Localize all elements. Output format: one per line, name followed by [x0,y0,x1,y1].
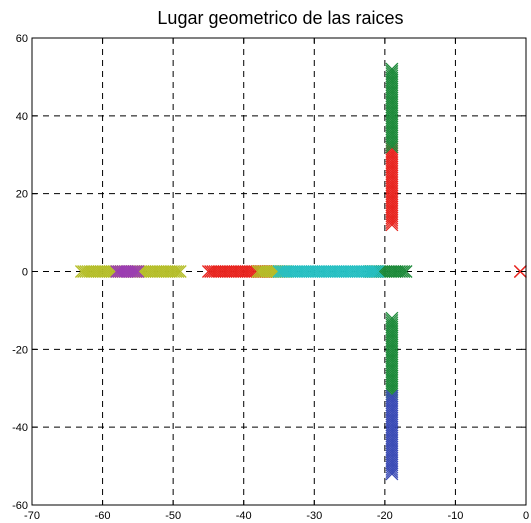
marker-stroke [385,396,399,410]
x-tick-label: -30 [306,510,322,522]
locus-point [125,265,138,278]
y-tick-label: 0 [22,267,28,279]
marker-stroke [129,265,143,278]
y-tick-label: -20 [12,344,28,356]
marker-stroke [385,391,399,405]
x-tick-label: -40 [236,510,252,522]
locus-point [385,396,399,410]
marker-stroke [385,311,399,325]
marker-stroke [169,265,183,278]
y-tick-label: -40 [12,422,28,434]
locus-point [399,265,413,278]
x-tick-label: -10 [447,510,463,522]
marker-stroke [385,316,399,330]
x-tick-label: 0 [523,510,529,522]
y-tick-label: 20 [16,189,28,201]
series-layer [74,62,527,481]
marker-stroke [364,265,378,278]
locus-point [385,316,399,330]
y-tick-label: 40 [16,111,28,123]
marker-stroke [385,394,399,407]
locus-point [369,265,383,278]
x-tick-label: -70 [24,510,40,522]
locus-point [127,265,141,278]
marker-stroke [392,265,406,278]
locus-point [397,265,411,278]
locus-point [129,265,143,278]
x-tick-label: -20 [377,510,393,522]
marker-stroke [173,265,187,278]
locus-point [395,265,409,278]
locus-point [385,311,399,325]
locus-point [366,265,380,278]
locus-point [385,67,399,81]
locus-point [385,313,399,327]
x-tick-label: -50 [165,510,181,522]
y-tick-label: 60 [16,33,28,45]
locus-point [371,265,385,278]
locus-point [385,62,399,76]
marker-stroke [385,389,399,403]
marker-stroke [385,67,399,81]
chart-title: Lugar geometrico de las raices [157,8,404,28]
marker-stroke [127,265,141,278]
locus-point [171,265,185,278]
locus-point [385,394,399,407]
marker-stroke [366,265,380,278]
marker-stroke [125,265,138,278]
marker-stroke [385,318,399,332]
marker-stroke [395,265,409,278]
marker-stroke [385,69,399,83]
x-tick-label: -60 [95,510,111,522]
marker-stroke [385,62,399,76]
locus-point [169,265,183,278]
marker-stroke [513,265,527,278]
marker-stroke [131,265,145,278]
marker-stroke [399,265,413,278]
locus-point [364,265,378,278]
marker-stroke [167,265,181,278]
marker-stroke [371,265,385,278]
locus-point [167,265,181,278]
locus-point [173,265,187,278]
marker-stroke [171,265,185,278]
locus-point [392,265,406,278]
marker-stroke [369,265,383,278]
locus-point [131,265,145,278]
locus-point [385,69,399,83]
locus-point [513,265,527,278]
y-tick-label: -60 [12,500,28,512]
marker-stroke [385,64,399,78]
locus-point [385,389,399,403]
locus-point [385,318,399,332]
locus-point [385,391,399,405]
marker-stroke [397,265,411,278]
marker-stroke [385,313,399,327]
locus-point [385,64,399,78]
